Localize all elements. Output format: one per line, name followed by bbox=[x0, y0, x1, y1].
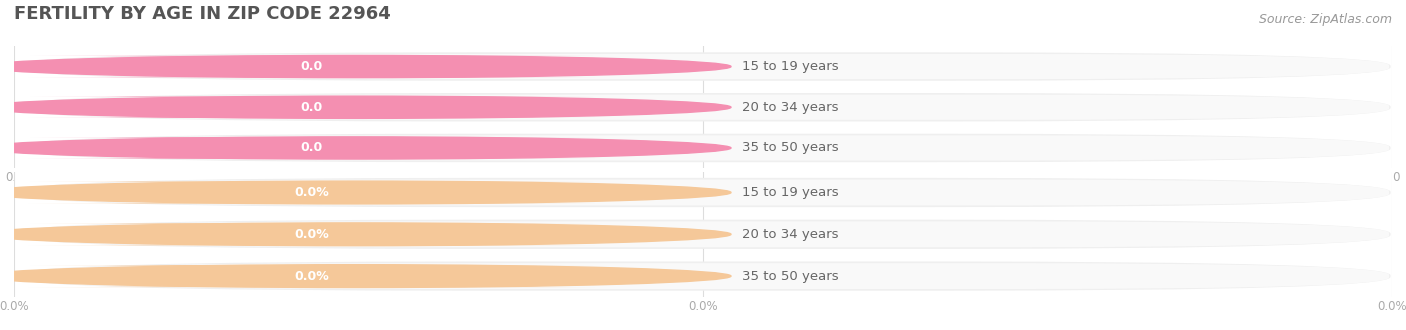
FancyBboxPatch shape bbox=[28, 97, 596, 118]
FancyBboxPatch shape bbox=[28, 265, 596, 287]
Text: 0.0: 0.0 bbox=[301, 60, 323, 73]
Text: 15 to 19 years: 15 to 19 years bbox=[742, 60, 838, 73]
FancyBboxPatch shape bbox=[15, 220, 1391, 249]
Circle shape bbox=[0, 181, 731, 204]
FancyBboxPatch shape bbox=[17, 180, 1389, 206]
FancyBboxPatch shape bbox=[17, 263, 1389, 289]
FancyBboxPatch shape bbox=[15, 178, 1391, 207]
Circle shape bbox=[0, 223, 731, 246]
FancyBboxPatch shape bbox=[15, 134, 1391, 162]
FancyBboxPatch shape bbox=[28, 223, 596, 245]
Circle shape bbox=[0, 96, 731, 118]
Text: FERTILITY BY AGE IN ZIP CODE 22964: FERTILITY BY AGE IN ZIP CODE 22964 bbox=[14, 5, 391, 23]
Text: 0.0%: 0.0% bbox=[294, 270, 329, 282]
Text: 0.0: 0.0 bbox=[301, 101, 323, 114]
Text: 0.0%: 0.0% bbox=[294, 186, 329, 199]
FancyBboxPatch shape bbox=[17, 135, 1389, 161]
Circle shape bbox=[0, 265, 731, 287]
FancyBboxPatch shape bbox=[15, 52, 1391, 81]
Circle shape bbox=[0, 55, 731, 78]
FancyBboxPatch shape bbox=[15, 261, 1391, 291]
FancyBboxPatch shape bbox=[15, 93, 1391, 121]
Text: 35 to 50 years: 35 to 50 years bbox=[742, 270, 838, 282]
Text: Source: ZipAtlas.com: Source: ZipAtlas.com bbox=[1258, 13, 1392, 26]
FancyBboxPatch shape bbox=[17, 95, 1389, 120]
Text: 20 to 34 years: 20 to 34 years bbox=[742, 101, 838, 114]
Text: 20 to 34 years: 20 to 34 years bbox=[742, 228, 838, 241]
FancyBboxPatch shape bbox=[17, 54, 1389, 79]
FancyBboxPatch shape bbox=[17, 221, 1389, 247]
Circle shape bbox=[0, 137, 731, 159]
FancyBboxPatch shape bbox=[28, 137, 596, 159]
Text: 35 to 50 years: 35 to 50 years bbox=[742, 142, 838, 154]
Text: 0.0: 0.0 bbox=[301, 142, 323, 154]
Text: 0.0%: 0.0% bbox=[294, 228, 329, 241]
FancyBboxPatch shape bbox=[28, 182, 596, 204]
FancyBboxPatch shape bbox=[28, 56, 596, 77]
Text: 15 to 19 years: 15 to 19 years bbox=[742, 186, 838, 199]
